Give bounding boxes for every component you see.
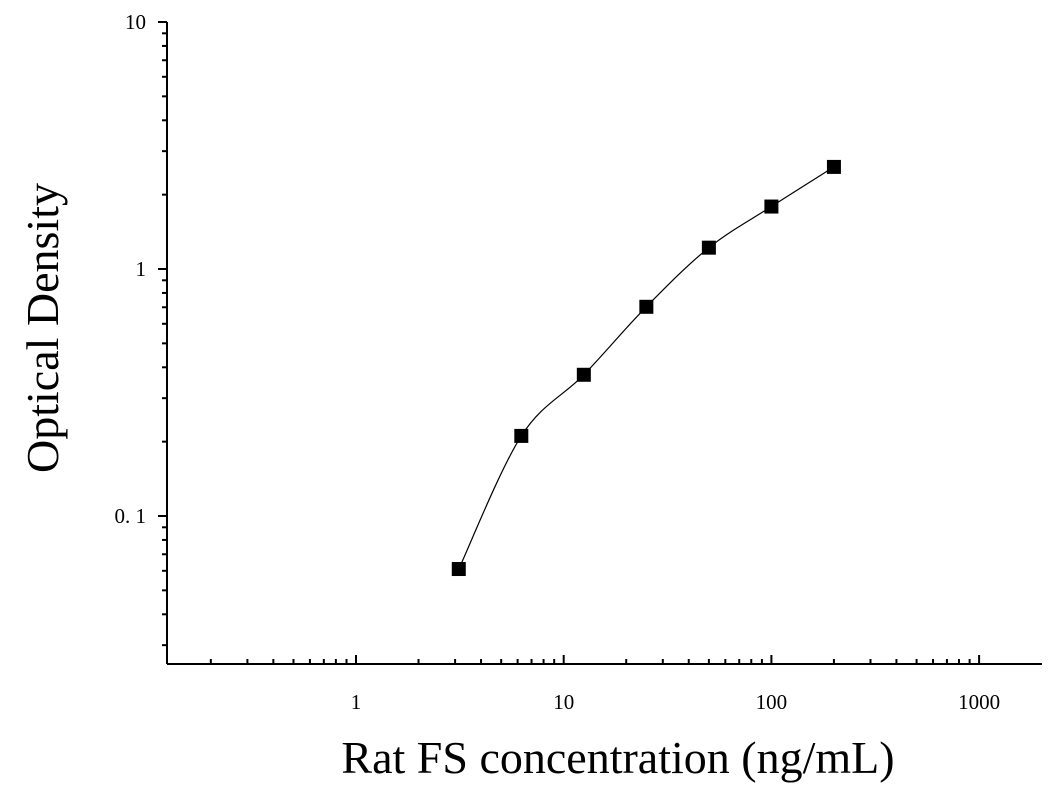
curve-layer: [458, 166, 835, 570]
x-tick-label: 1000: [958, 690, 1000, 714]
y-tick-label: 10: [125, 10, 146, 34]
data-point-marker: [451, 562, 466, 577]
data-point-marker: [576, 367, 591, 382]
y-tick-label: 1: [136, 257, 147, 281]
data-point-marker: [514, 428, 529, 443]
points-layer: [451, 159, 841, 577]
x-ticks: 1 10 100 1000: [209, 655, 1000, 714]
data-point-marker: [826, 159, 841, 174]
y-ticks: 0. 1 1 10: [115, 10, 167, 647]
fit-curve: [458, 166, 835, 570]
data-point-marker: [701, 240, 716, 255]
y-tick-label: 0. 1: [115, 504, 147, 528]
axes-layer: [166, 22, 1042, 665]
x-tick-label: 100: [756, 690, 788, 714]
data-point-marker: [639, 299, 654, 314]
data-point-marker: [764, 199, 779, 214]
y-axis-title: Optical Density: [17, 183, 68, 473]
x-axis-title: Rat FS concentration (ng/mL): [341, 732, 894, 783]
x-tick-label: 1: [351, 690, 362, 714]
x-tick-label: 10: [553, 690, 574, 714]
